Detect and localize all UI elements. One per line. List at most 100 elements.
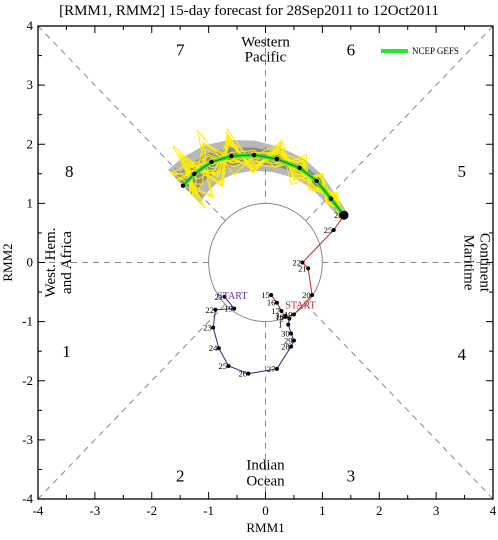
observed-purple-day-label: 3 — [275, 311, 279, 321]
forecast-mean-point — [297, 165, 302, 171]
observed-purple-day-label: 25 — [219, 361, 228, 371]
region-label-top: Pacific — [245, 49, 287, 65]
observed-purple-point — [286, 322, 291, 327]
x-tick-label: 1 — [319, 503, 326, 518]
y-tick-label: -2 — [22, 373, 33, 388]
x-tick-label: -1 — [203, 503, 214, 518]
diag-guide — [305, 303, 494, 500]
observed-purple-point — [216, 346, 221, 351]
observed-purple-point — [287, 316, 292, 321]
phase-guide-lines — [37, 25, 494, 500]
forecast-mean-point — [209, 159, 214, 165]
observed-purple-day-label: 2 — [279, 314, 283, 324]
forecast-mean-point — [229, 153, 234, 159]
observed-purple-day-label: 27 — [267, 364, 276, 374]
region-label-left: and Africa — [59, 231, 75, 294]
y-tick-label: 4 — [27, 18, 34, 33]
observed-purple-day-label: 24 — [209, 343, 218, 353]
y-tick-label: 3 — [27, 77, 34, 92]
y-tick-label: 0 — [27, 255, 34, 270]
y-tick-label: 1 — [27, 195, 34, 210]
region-label-bottom: Ocean — [246, 473, 285, 489]
observed-purple-point — [213, 307, 218, 312]
region-label-top: Western — [241, 35, 290, 51]
diag-guide — [37, 303, 226, 500]
observed-purple-point — [289, 331, 294, 336]
y-tick-label: -4 — [22, 491, 33, 506]
y-tick-label: 2 — [27, 136, 34, 151]
y-axis-title: RMM2 — [0, 243, 15, 281]
observed-red-point — [283, 314, 288, 319]
phase-number: 1 — [62, 342, 71, 361]
observed-red-day-label: 19 — [284, 310, 293, 320]
observed-purple-day-label: 19 — [224, 304, 233, 314]
plot-frame — [37, 25, 494, 500]
start-label: START — [285, 301, 315, 312]
x-tick-label: -2 — [146, 503, 157, 518]
observed-red-day-label: 15 — [261, 290, 270, 300]
x-tick-label: 0 — [262, 503, 269, 518]
start-label: START — [217, 291, 247, 302]
region-label-left: West. Hem. — [43, 227, 59, 297]
ensemble-member-line — [183, 129, 341, 219]
x-axis-title: RMM1 — [246, 520, 284, 535]
observed-red-point — [306, 266, 311, 271]
observed-red-line — [270, 214, 345, 318]
observed-purple-point — [291, 338, 296, 343]
region-label-bottom: Indian — [246, 457, 285, 473]
region-label-right: Continent — [477, 233, 493, 293]
observed-purple-point — [246, 371, 251, 376]
observed-purple-day-label: 23 — [203, 323, 212, 333]
observed-red-day-label: 21 — [298, 263, 307, 273]
chart-title: [RMM1, RMM2] 15-day forecast for 28Sep20… — [59, 3, 439, 19]
y-tick-label: -1 — [22, 314, 33, 329]
observed-red-point — [279, 308, 284, 313]
observed-purple-point — [274, 366, 279, 371]
observed-red-point — [291, 312, 296, 317]
forecast-start-point — [339, 210, 349, 220]
ensemble-member-line — [169, 139, 341, 219]
phase-number: 2 — [176, 466, 185, 485]
observed-purple-day-label: 22 — [205, 305, 214, 315]
forecast-mean-point — [328, 196, 334, 201]
forecast-mean-point — [274, 156, 280, 162]
observed-purple-point — [232, 306, 237, 311]
observed-purple-point — [226, 363, 231, 368]
y-tick-label: -3 — [22, 432, 33, 447]
phase-number: 5 — [457, 162, 466, 181]
observed-purple-day-label: 28 — [281, 341, 290, 351]
forecast-mean-centerline — [182, 154, 345, 216]
legend-label: NCEP GEFS — [412, 46, 459, 56]
observed-purple-day-label: 26 — [238, 369, 247, 379]
observed-red-point — [269, 293, 274, 298]
observed-red-day-label: 28 — [334, 210, 343, 220]
x-tick-label: 4 — [490, 503, 497, 518]
phase-number: 6 — [347, 41, 356, 60]
phase-number: 7 — [176, 41, 185, 60]
observed-purple-point — [289, 344, 294, 349]
ensemble-member-line — [171, 127, 346, 215]
observed-red-point — [310, 293, 315, 298]
observed-red-day-label: 18 — [275, 312, 284, 322]
forecast-mean-point — [314, 178, 319, 184]
observed-red-point — [331, 227, 336, 232]
forecast-mean-point — [180, 183, 186, 188]
phase-number: 4 — [457, 345, 466, 364]
observed-purple-point — [211, 325, 216, 330]
observed-red-day-label: 22 — [292, 258, 301, 268]
observed-purple-day-label: 30 — [281, 328, 290, 338]
x-tick-label: 3 — [433, 503, 440, 518]
ensemble-spread-shading — [167, 139, 348, 219]
region-label-right: Maritime — [461, 235, 477, 291]
observed-purple-point — [222, 294, 227, 299]
observed-red-day-label: 25 — [324, 225, 333, 235]
diag-guide — [305, 25, 494, 222]
observed-red-point — [274, 300, 279, 305]
forecast-mean-point — [251, 152, 257, 158]
observed-red-day-label: 17 — [271, 306, 280, 316]
unit-circle — [208, 202, 323, 323]
phase-number: 8 — [65, 162, 74, 181]
